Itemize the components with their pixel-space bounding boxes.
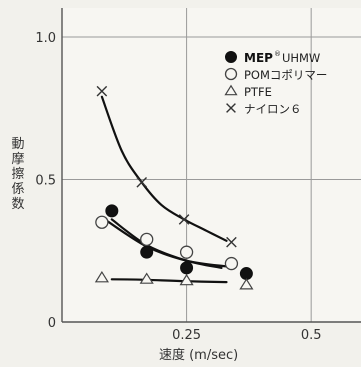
y-axis-title: 動摩擦係数	[11, 137, 24, 212]
legend-marker-1	[224, 67, 238, 81]
legend-brand-mark-0: ®	[274, 50, 281, 58]
legend-label-2: PTFE	[244, 85, 272, 99]
series-2-point-1	[139, 272, 154, 284]
legend-marker-3	[226, 103, 236, 113]
series-curve-2	[110, 278, 228, 284]
legend-label-1: POMコポリマー	[244, 68, 327, 82]
legend-label-0: UHMW	[282, 51, 320, 65]
series-0-point-3	[239, 267, 253, 281]
series-0-point-1	[140, 245, 154, 259]
x-tick-label-0: 0.25	[172, 328, 201, 343]
series-markers	[94, 85, 254, 290]
legend-marker-0	[225, 51, 237, 63]
series-1-point-1	[140, 232, 154, 247]
series-3-point-2	[178, 214, 190, 225]
series-3-point-1	[136, 177, 148, 188]
y-tick-label-2: 1.0	[35, 31, 56, 46]
series-1-point-0	[95, 215, 109, 229]
series-1-point-2	[179, 245, 194, 259]
series-3-point-3	[226, 236, 237, 248]
y-tick-label-1: 0.5	[35, 174, 56, 189]
series-curve-3	[100, 95, 228, 242]
legend-marker-2	[224, 84, 238, 96]
y-tick-label-0: 0	[48, 316, 56, 331]
series-1-point-3	[224, 256, 239, 271]
x-axis-title: 速度 (m/sec)	[159, 347, 238, 363]
series-2-point-2	[179, 273, 194, 286]
legend: MEP ® UHMW POMコポリマー PTFE ナイロン６	[224, 50, 327, 116]
legend-label-3: ナイロン６	[244, 102, 302, 116]
tick-labels: 0.25 0.5 0 0.5 1.0	[35, 31, 321, 343]
series-curves	[100, 95, 228, 284]
axis-titles: 速度 (m/sec) 動摩擦係数	[11, 137, 238, 363]
series-2-point-3	[239, 278, 254, 290]
series-2-point-0	[94, 270, 109, 283]
axes	[61, 8, 361, 323]
series-0-point-2	[180, 261, 194, 275]
x-tick-label-1: 0.5	[301, 328, 322, 343]
legend-brand-0: MEP	[244, 51, 273, 65]
series-curve-1	[105, 219, 228, 268]
series-0-point-0	[105, 204, 119, 218]
series-3-point-0	[96, 85, 108, 97]
